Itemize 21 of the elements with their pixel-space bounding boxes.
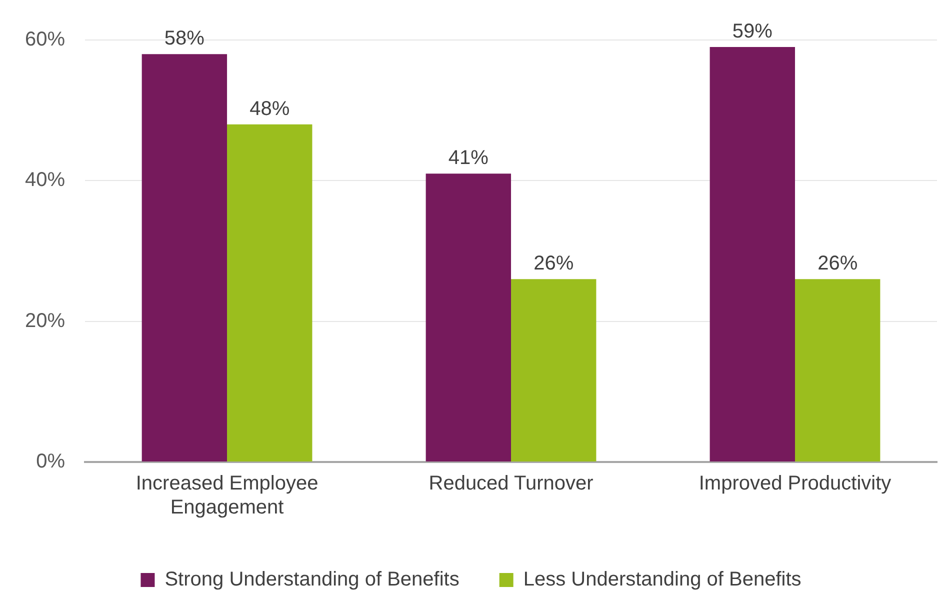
x-tick-label: Reduced Turnover	[428, 472, 594, 495]
bar	[511, 279, 596, 462]
x-tick-label: Increased Employee Engagement	[136, 472, 318, 519]
bar	[795, 279, 880, 462]
legend-label: Less Understanding of Benefits	[523, 568, 802, 591]
text: 26%	[818, 252, 858, 275]
text: 59%	[732, 20, 772, 43]
bar	[710, 47, 796, 462]
bar	[426, 174, 512, 462]
bar	[142, 54, 228, 462]
y-tick-label: 40%	[25, 169, 66, 192]
x-tick-label: Improved Productivity	[698, 472, 892, 495]
text: 41%	[448, 147, 488, 170]
y-tick-label: 60%	[25, 28, 66, 51]
y-tick-label: 20%	[25, 310, 66, 332]
bar	[227, 124, 312, 462]
y-tick-label: 0%	[36, 450, 66, 473]
text: 48%	[250, 98, 290, 120]
text: 58%	[164, 28, 204, 50]
legend-label: Strong Understanding of Benefits	[164, 568, 460, 591]
text: 26%	[534, 252, 574, 275]
